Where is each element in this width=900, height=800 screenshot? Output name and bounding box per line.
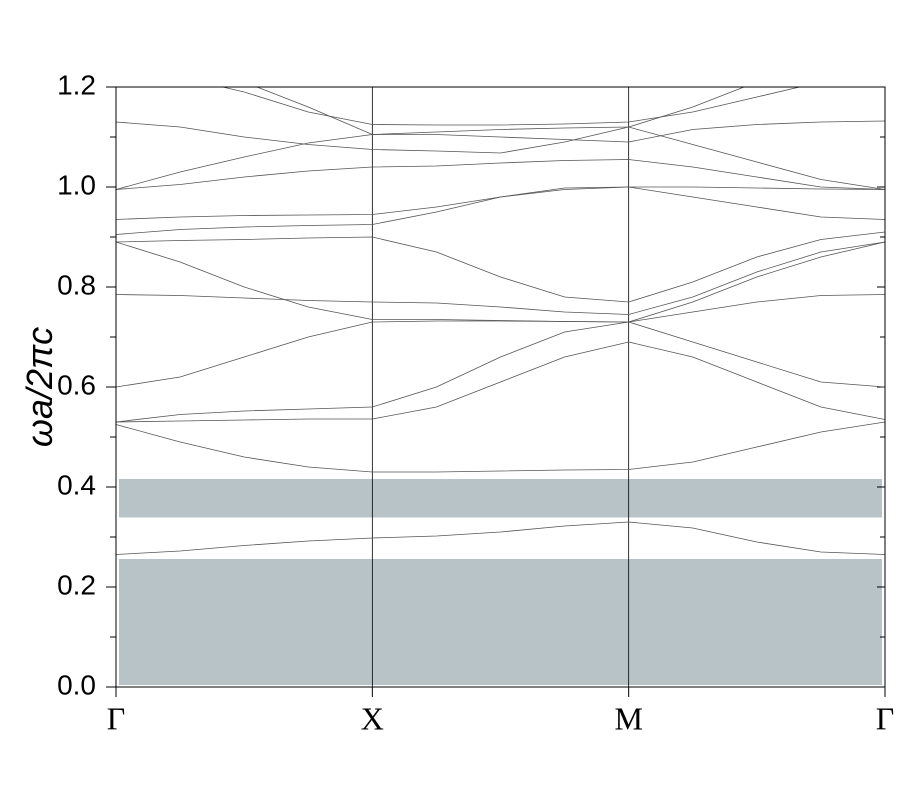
band-line xyxy=(116,241,885,323)
band-line xyxy=(116,120,885,190)
band-gap xyxy=(119,559,882,685)
band-line xyxy=(221,87,802,126)
band-gap xyxy=(119,479,882,518)
x-tick-label: X xyxy=(361,700,384,736)
band-line xyxy=(116,421,885,473)
band-line xyxy=(116,321,885,423)
y-tick-label: 1.2 xyxy=(57,69,96,100)
band-line xyxy=(116,521,885,555)
band-line xyxy=(116,121,885,190)
band-line xyxy=(116,159,885,190)
band-line xyxy=(116,186,885,235)
band-line xyxy=(116,186,885,220)
y-tick-label: 0.0 xyxy=(57,669,96,700)
bands xyxy=(116,87,885,555)
y-tick-label: 0.4 xyxy=(57,469,96,500)
y-tick-label: 1.0 xyxy=(57,169,96,200)
x-tick-label: M xyxy=(614,700,642,736)
band-line xyxy=(255,87,746,135)
y-tick-label: 0.8 xyxy=(57,269,96,300)
band-line xyxy=(116,294,885,388)
band-line xyxy=(116,341,885,423)
band-line xyxy=(116,241,885,315)
y-tick-label: 0.2 xyxy=(57,569,96,600)
x-tick-label: Γ xyxy=(107,700,126,736)
y-axis-label: ωa/2πc xyxy=(19,327,60,447)
x-tick-label: Γ xyxy=(876,700,895,736)
band-line xyxy=(116,231,885,303)
plot-frame xyxy=(115,86,886,688)
y-tick-label: 0.6 xyxy=(57,369,96,400)
